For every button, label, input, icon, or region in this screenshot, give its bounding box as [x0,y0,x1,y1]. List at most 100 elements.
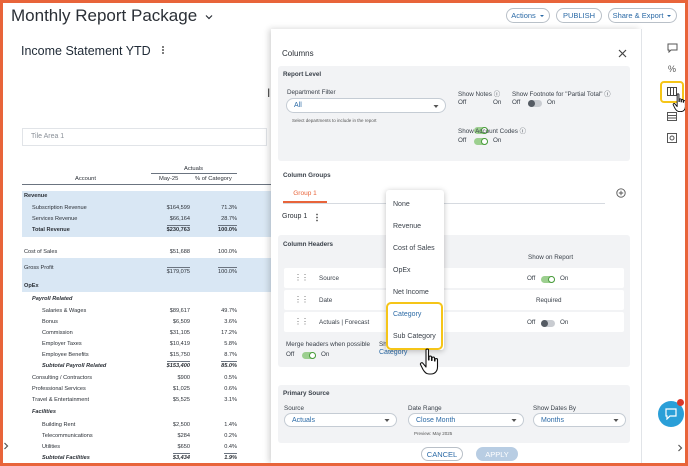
group-tabs: Group 1 [283,187,605,204]
column-header-row[interactable]: ⋮⋮ Actuals | Forecast Off On [284,312,624,332]
table-row[interactable]: Utilities $650 0.4% [22,442,272,453]
row-value: $230,763 [166,225,190,233]
department-filter-select[interactable]: All [286,98,446,113]
show-account-codes-toggle[interactable] [474,138,488,145]
columns-icon[interactable] [667,87,677,96]
column-header-label: Date [319,297,333,304]
show-footnote-toggle[interactable] [528,100,542,107]
row-value: $51,688 [169,249,190,255]
row-label: Cost of Sales [24,249,58,255]
column-header-row[interactable]: ⋮⋮ Date Required [284,290,624,310]
row-pct: 49.7% [221,308,237,314]
table-row[interactable]: Travel & Entertainment $5,525 3.1% [22,395,272,406]
tile-area[interactable]: Tile Area 1 [22,128,267,146]
menu-item-net-income[interactable]: Net Income [393,289,429,296]
category-select-chip[interactable]: Category [379,349,408,356]
chevron-right-icon[interactable] [3,442,9,450]
cancel-button[interactable]: CANCEL [421,447,463,461]
chevron-right-icon[interactable] [677,444,683,452]
table-row[interactable]: Professional Services $1,025 0.6% [22,384,272,395]
chevron-down-icon[interactable] [205,13,213,21]
app-frame: Monthly Report Package Actions PUBLISH S… [3,3,685,463]
menu-item-revenue[interactable]: Revenue [393,223,422,230]
merge-headers-toggle[interactable] [302,352,316,359]
table-row[interactable]: Total Revenue $230,763 100.0% [22,225,272,237]
add-circle-icon[interactable] [616,188,626,198]
hand-cursor-icon [672,93,685,113]
row-value: $900 [177,375,190,381]
show-dates-by-select[interactable]: Months [533,413,626,427]
rows-icon[interactable] [667,112,677,121]
menu-item-sub-category[interactable]: Sub Category [393,333,436,340]
table-row[interactable]: Gross Profit $179,075 100.0% [22,258,272,281]
row-label: Subtotal Facilities [42,455,90,461]
table-row[interactable]: Bonus $6,509 3.6% [22,317,272,328]
table-row[interactable]: Subtotal Facilities $3,434 1.9% [22,453,272,463]
column-header-row[interactable]: ⋮⋮ Source Off On [284,268,624,288]
menu-item-category[interactable]: Category [393,311,422,318]
row-pct: 17.2% [221,330,237,336]
kebab-icon[interactable] [315,213,319,222]
notification-dot [677,399,684,406]
report-title: Income Statement YTD [21,44,166,58]
menu-item-cost-of-sales[interactable]: Cost of Sales [393,245,435,252]
date-range-select[interactable]: Close Month [408,413,524,427]
actions-button[interactable]: Actions [506,8,550,23]
tab-group-1[interactable]: Group 1 [283,187,327,203]
kebab-icon[interactable] [160,45,166,55]
table-row[interactable]: Revenue [22,191,272,203]
apply-button[interactable]: APPLY [476,447,518,461]
row-value: $3,434 [172,453,190,461]
table-row[interactable]: Telecommunications $284 0.2% [22,431,272,442]
partial-title-char: I [267,86,271,100]
column-group-header: Actuals [184,166,204,172]
menu-item-opex[interactable]: OpEx [393,267,411,274]
comment-icon[interactable] [667,43,678,53]
share-export-button[interactable]: Share & Export [608,8,677,23]
table-row[interactable]: Subtotal Payroll Related $153,400 85.0% [22,361,272,373]
merge-headers-off: Off [286,351,295,358]
drag-handle-icon[interactable]: ⋮⋮ [294,317,309,326]
table-row[interactable]: Payroll Related [22,294,272,305]
table-row[interactable]: Facilities [22,407,272,418]
page-title[interactable]: Monthly Report Package [11,6,213,26]
row-label: OpEx [24,283,39,289]
menu-item-none[interactable]: None [393,201,410,208]
toggle-on-label: On [560,275,569,282]
column-groups-heading: Column Groups [283,172,331,179]
report-title-text: Income Statement YTD [21,44,151,58]
table-row[interactable]: Subscription Revenue $164,599 71.3% [22,203,272,214]
table-row[interactable]: Cost of Sales $51,688 100.0% [22,247,272,258]
close-icon[interactable] [618,49,627,58]
table-row[interactable]: Building Rent $2,500 1.4% [22,420,272,431]
table-row[interactable]: OpEx [22,281,272,292]
table-row[interactable]: Employer Taxes $10,419 5.8% [22,339,272,350]
row-value: $89,617 [169,308,190,314]
source-select[interactable]: Actuals [284,413,397,427]
source-toggle[interactable] [541,276,555,283]
drag-handle-icon[interactable]: ⋮⋮ [294,295,309,304]
table-row[interactable]: Consulting / Contractors $900 0.5% [22,373,272,384]
table-row[interactable]: Salaries & Wages $89,617 49.7% [22,306,272,317]
share-export-label: Share & Export [612,11,664,20]
required-label: Required [536,297,562,304]
row-pct: 3.6% [224,319,237,325]
drag-handle-icon[interactable]: ⋮⋮ [294,273,309,282]
table-row[interactable]: Employee Benefits $15,750 8.7% [22,350,272,361]
group-name: Group 1 [282,213,308,220]
row-pct: 1.9% [224,453,237,461]
show-notes-toggle[interactable] [474,127,488,134]
toggle-off-label: Off [527,275,536,282]
header-rule [22,184,272,185]
chat-button[interactable] [658,399,684,427]
settings-icon[interactable] [667,133,677,143]
table-row[interactable]: Services Revenue $66,164 28.7% [22,214,272,225]
row-pct: 3.1% [224,397,237,403]
actuals-forecast-toggle[interactable] [541,320,555,327]
publish-button[interactable]: PUBLISH [556,8,602,23]
chat-bubble-icon [665,408,677,420]
table-row[interactable]: Commission $31,105 17.2% [22,328,272,339]
percent-icon[interactable]: % [668,64,677,74]
merge-headers-label: Merge headers when possible [286,341,371,348]
merge-headers-on: On [321,351,330,358]
